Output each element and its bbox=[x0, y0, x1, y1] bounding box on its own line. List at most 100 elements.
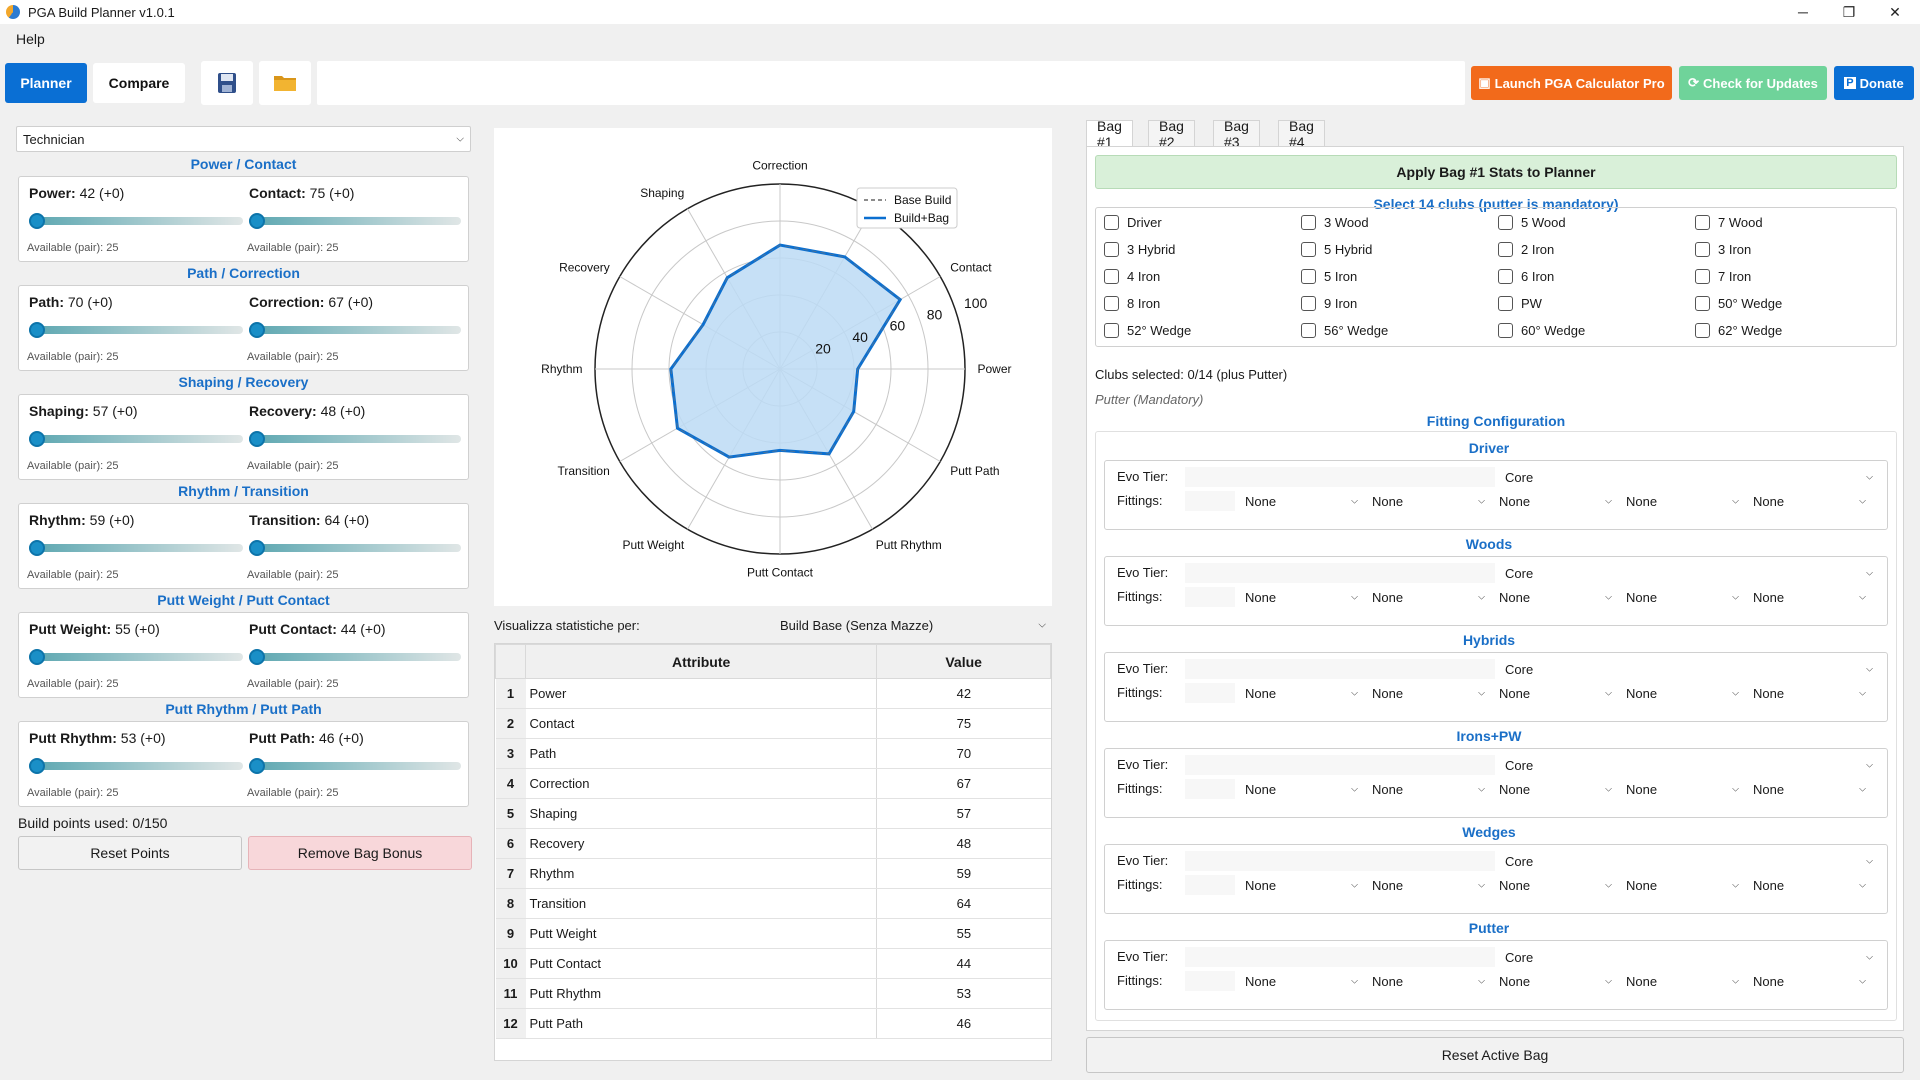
checkbox-box[interactable] bbox=[1104, 242, 1119, 257]
club-checkbox[interactable]: PW bbox=[1498, 296, 1542, 311]
checkbox-box[interactable] bbox=[1104, 323, 1119, 338]
evo-tier-select[interactable]: Core ⌵ bbox=[1501, 467, 1877, 487]
maximize-button[interactable]: ❐ bbox=[1842, 3, 1856, 20]
fitting-select[interactable]: None ⌵ bbox=[1749, 779, 1870, 799]
stat-slider[interactable] bbox=[29, 217, 243, 225]
checkbox-box[interactable] bbox=[1301, 242, 1316, 257]
minimize-button[interactable]: ─ bbox=[1798, 4, 1808, 20]
fitting-select[interactable]: None ⌵ bbox=[1368, 971, 1489, 991]
club-checkbox[interactable]: 3 Hybrid bbox=[1104, 242, 1175, 257]
checkbox-box[interactable] bbox=[1695, 296, 1710, 311]
checkbox-box[interactable] bbox=[1498, 323, 1513, 338]
fitting-select[interactable]: None ⌵ bbox=[1241, 779, 1362, 799]
table-row[interactable]: 6 Recovery 48 bbox=[495, 828, 1051, 859]
fitting-select[interactable]: None ⌵ bbox=[1495, 971, 1616, 991]
stat-slider[interactable] bbox=[29, 326, 243, 334]
fitting-select[interactable]: None ⌵ bbox=[1495, 875, 1616, 895]
club-checkbox[interactable]: 8 Iron bbox=[1104, 296, 1160, 311]
checkbox-box[interactable] bbox=[1695, 242, 1710, 257]
fitting-select[interactable]: None ⌵ bbox=[1241, 875, 1362, 895]
fitting-select[interactable]: None ⌵ bbox=[1495, 683, 1616, 703]
fitting-select[interactable]: None ⌵ bbox=[1368, 875, 1489, 895]
checkbox-box[interactable] bbox=[1104, 215, 1119, 230]
slider-handle[interactable] bbox=[29, 540, 45, 556]
table-row[interactable]: 3 Path 70 bbox=[495, 738, 1051, 769]
slider-handle[interactable] bbox=[249, 540, 265, 556]
club-checkbox[interactable]: 5 Iron bbox=[1301, 269, 1357, 284]
slider-handle[interactable] bbox=[249, 649, 265, 665]
checkbox-box[interactable] bbox=[1104, 269, 1119, 284]
slider-handle[interactable] bbox=[249, 322, 265, 338]
fitting-select[interactable]: None ⌵ bbox=[1749, 491, 1870, 511]
table-row[interactable]: 8 Transition 64 bbox=[495, 888, 1051, 919]
evo-tier-select[interactable]: Core ⌵ bbox=[1501, 755, 1877, 775]
reset-points-button[interactable]: Reset Points bbox=[18, 836, 242, 870]
fitting-select[interactable]: None ⌵ bbox=[1622, 587, 1743, 607]
club-checkbox[interactable]: 7 Iron bbox=[1695, 269, 1751, 284]
fitting-select[interactable]: None ⌵ bbox=[1368, 779, 1489, 799]
checkbox-box[interactable] bbox=[1301, 323, 1316, 338]
slider-handle[interactable] bbox=[249, 758, 265, 774]
fitting-select[interactable]: None ⌵ bbox=[1495, 779, 1616, 799]
checkbox-box[interactable] bbox=[1498, 296, 1513, 311]
slider-handle[interactable] bbox=[29, 649, 45, 665]
club-checkbox[interactable]: 5 Hybrid bbox=[1301, 242, 1372, 257]
table-row[interactable]: 9 Putt Weight 55 bbox=[495, 918, 1051, 949]
slider-handle[interactable] bbox=[29, 758, 45, 774]
class-select[interactable]: Technician ⌵ bbox=[16, 126, 471, 152]
fitting-select[interactable]: None ⌵ bbox=[1749, 971, 1870, 991]
club-checkbox[interactable]: 62° Wedge bbox=[1695, 323, 1782, 338]
fitting-select[interactable]: None ⌵ bbox=[1749, 875, 1870, 895]
evo-tier-select[interactable]: Core ⌵ bbox=[1501, 851, 1877, 871]
donate-button[interactable]: P Donate bbox=[1834, 66, 1914, 100]
slider-handle[interactable] bbox=[29, 213, 45, 229]
checkbox-box[interactable] bbox=[1301, 269, 1316, 284]
table-row[interactable]: 11 Putt Rhythm 53 bbox=[495, 978, 1051, 1009]
club-checkbox[interactable]: 60° Wedge bbox=[1498, 323, 1585, 338]
club-checkbox[interactable]: 2 Iron bbox=[1498, 242, 1554, 257]
menu-help[interactable]: Help bbox=[16, 31, 45, 47]
stat-slider[interactable] bbox=[249, 653, 461, 661]
stat-slider[interactable] bbox=[29, 653, 243, 661]
fitting-select[interactable]: None ⌵ bbox=[1622, 779, 1743, 799]
compare-tab-button[interactable]: Compare bbox=[93, 63, 185, 103]
stat-slider[interactable] bbox=[29, 762, 243, 770]
fitting-select[interactable]: None ⌵ bbox=[1622, 491, 1743, 511]
check-updates-button[interactable]: ⟳ Check for Updates bbox=[1679, 66, 1827, 100]
evo-tier-select[interactable]: Core ⌵ bbox=[1501, 659, 1877, 679]
evo-tier-select[interactable]: Core ⌵ bbox=[1501, 563, 1877, 583]
checkbox-box[interactable] bbox=[1301, 215, 1316, 230]
stat-slider[interactable] bbox=[249, 544, 461, 552]
fitting-select[interactable]: None ⌵ bbox=[1241, 683, 1362, 703]
table-row[interactable]: 5 Shaping 57 bbox=[495, 798, 1051, 829]
checkbox-box[interactable] bbox=[1695, 269, 1710, 284]
slider-handle[interactable] bbox=[249, 213, 265, 229]
fitting-select[interactable]: None ⌵ bbox=[1241, 587, 1362, 607]
fitting-select[interactable]: None ⌵ bbox=[1622, 683, 1743, 703]
checkbox-box[interactable] bbox=[1695, 215, 1710, 230]
stat-slider[interactable] bbox=[29, 544, 243, 552]
evo-tier-select[interactable]: Core ⌵ bbox=[1501, 947, 1877, 967]
stat-slider[interactable] bbox=[249, 326, 461, 334]
bag-tab-2[interactable]: Bag #2 bbox=[1148, 118, 1195, 150]
close-button[interactable]: ✕ bbox=[1889, 3, 1901, 20]
club-checkbox[interactable]: 9 Iron bbox=[1301, 296, 1357, 311]
table-row[interactable]: 12 Putt Path 46 bbox=[495, 1008, 1051, 1039]
checkbox-box[interactable] bbox=[1695, 323, 1710, 338]
table-row[interactable]: 7 Rhythm 59 bbox=[495, 858, 1051, 889]
reset-active-bag-button[interactable]: Reset Active Bag bbox=[1086, 1037, 1904, 1073]
stat-slider[interactable] bbox=[29, 435, 243, 443]
slider-handle[interactable] bbox=[249, 431, 265, 447]
checkbox-box[interactable] bbox=[1104, 296, 1119, 311]
apply-bag-button[interactable]: Apply Bag #1 Stats to Planner bbox=[1095, 155, 1897, 189]
bag-tab-1[interactable]: Bag #1 bbox=[1086, 118, 1133, 150]
fitting-select[interactable]: None ⌵ bbox=[1241, 971, 1362, 991]
stats-source-select[interactable]: Build Base (Senza Mazze) ⌵ bbox=[774, 613, 1052, 637]
checkbox-box[interactable] bbox=[1301, 296, 1316, 311]
slider-handle[interactable] bbox=[29, 431, 45, 447]
stat-slider[interactable] bbox=[249, 762, 461, 770]
fitting-select[interactable]: None ⌵ bbox=[1368, 491, 1489, 511]
fitting-select[interactable]: None ⌵ bbox=[1622, 971, 1743, 991]
club-checkbox[interactable]: Driver bbox=[1104, 215, 1162, 230]
fitting-select[interactable]: None ⌵ bbox=[1749, 683, 1870, 703]
